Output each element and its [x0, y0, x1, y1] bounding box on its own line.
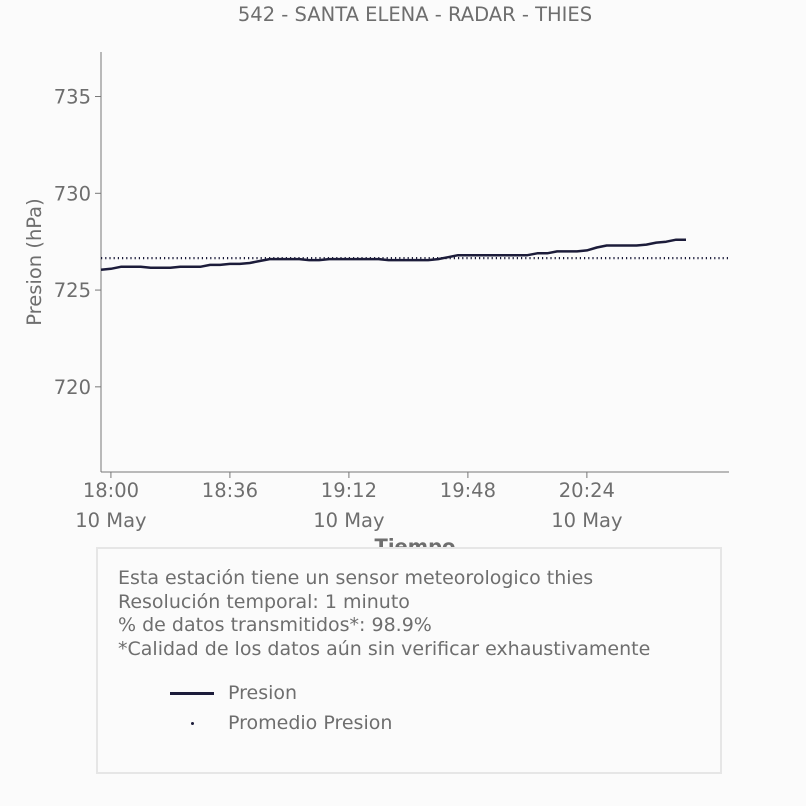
y-tick-label: 730	[54, 182, 91, 205]
x-tick-label: 18:36	[202, 479, 258, 502]
series-line-presion	[100, 238, 686, 271]
x-tick-label: 18:00	[83, 479, 139, 502]
y-tick-label: 720	[54, 376, 91, 399]
y-tick-label: 725	[54, 279, 91, 302]
chart-title: 542 - SANTA ELENA - RADAR - THIES	[238, 3, 592, 26]
x-tick-date-label: 10 May	[75, 509, 146, 532]
legend-label-promedio: Promedio Presion	[228, 712, 393, 734]
legend-item-presion: Presion	[170, 681, 297, 705]
y-tick-label: 735	[54, 86, 91, 109]
x-tick-label: 19:12	[321, 479, 377, 502]
solid-line-swatch-icon	[170, 681, 214, 705]
x-tick-date-label: 10 May	[551, 509, 622, 532]
info-panel: Esta estación tiene un sensor meteorolog…	[96, 547, 722, 774]
info-line-resolution: Resolución temporal: 1 minuto	[118, 590, 410, 613]
legend-item-promedio: Promedio Presion	[170, 711, 392, 735]
x-tick-label: 19:48	[440, 479, 496, 502]
info-line-sensor: Esta estación tiene un sensor meteorolog…	[118, 567, 594, 589]
y-axis-label: Presion (hPa)	[23, 198, 46, 325]
legend-label-presion: Presion	[228, 682, 298, 704]
x-tick-date-label: 10 May	[313, 509, 384, 532]
info-text: Esta estación tiene un sensor meteorolog…	[118, 567, 650, 661]
dot-marker-swatch-icon	[170, 711, 214, 735]
info-line-quality-note: *Calidad de los datos aún sin verificar …	[118, 637, 651, 660]
info-line-transmitted: % de datos transmitidos*: 98.9%	[118, 614, 432, 636]
x-tick-label: 20:24	[559, 479, 615, 502]
